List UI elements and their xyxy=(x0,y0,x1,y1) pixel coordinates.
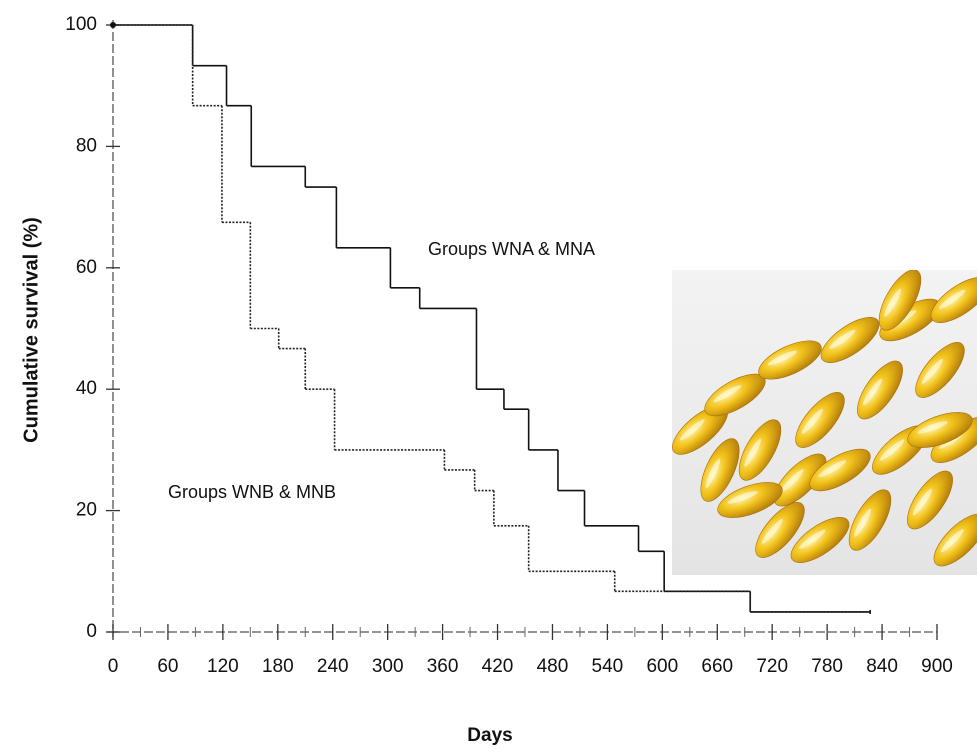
capsule-shine xyxy=(780,469,804,493)
capsule-shine xyxy=(727,491,758,504)
x-tick-label: 540 xyxy=(592,656,624,677)
capsule-shine xyxy=(798,529,826,549)
capsule xyxy=(758,340,822,380)
series-label: Groups WNB & MNB xyxy=(168,482,336,502)
capsule xyxy=(907,412,973,448)
capsule-shine xyxy=(679,419,705,441)
y-tick-label: 80 xyxy=(76,135,97,156)
x-tick-label: 480 xyxy=(537,656,569,677)
x-tick-label: 780 xyxy=(811,656,843,677)
capsule xyxy=(930,277,977,323)
capsule-shine xyxy=(879,439,905,461)
capsule xyxy=(915,342,965,398)
capsule xyxy=(755,502,805,558)
capsule-shine xyxy=(940,529,964,553)
x-tick-label: 900 xyxy=(921,656,953,677)
capsule xyxy=(700,438,740,502)
x-tick-label: 240 xyxy=(317,656,349,677)
start-point xyxy=(110,22,116,28)
x-tick-label: 660 xyxy=(701,656,733,677)
capsule-shine xyxy=(767,350,798,366)
capsule-shine xyxy=(705,458,721,488)
capsule xyxy=(795,392,845,448)
y-tick-label: 20 xyxy=(76,500,97,521)
capsule-shine xyxy=(828,329,856,349)
capsule-photo xyxy=(672,270,977,575)
capsule-shine xyxy=(854,508,872,537)
x-tick-label: 0 xyxy=(108,656,119,677)
x-tick-label: 840 xyxy=(866,656,898,677)
capsule xyxy=(878,270,922,331)
x-tick-label: 60 xyxy=(157,656,178,677)
x-axis-label: Days xyxy=(467,725,512,746)
y-tick-label: 0 xyxy=(86,621,97,642)
y-axis-label: Cumulative survival (%) xyxy=(20,217,42,443)
capsule xyxy=(809,448,871,492)
capsule xyxy=(790,517,850,563)
capsule-shine xyxy=(801,408,823,434)
capsule-shine xyxy=(917,421,948,434)
capsule xyxy=(848,489,892,551)
y-tick-label: 40 xyxy=(76,378,97,399)
capsule-shine xyxy=(912,488,932,516)
capsule-shine xyxy=(862,378,882,406)
capsule-shine xyxy=(761,518,783,544)
capsule-shine xyxy=(884,288,902,317)
x-tick-label: 180 xyxy=(262,656,294,677)
x-tick-label: 120 xyxy=(207,656,239,677)
x-tick-label: 420 xyxy=(482,656,514,677)
x-tick-label: 600 xyxy=(646,656,678,677)
capsule xyxy=(857,360,903,420)
capsule xyxy=(933,513,977,567)
capsule xyxy=(820,317,880,363)
x-tick-label: 360 xyxy=(427,656,459,677)
capsule-shine xyxy=(921,358,943,384)
capsule-shine xyxy=(818,460,847,478)
capsule xyxy=(738,419,782,481)
x-tick-label: 300 xyxy=(372,656,404,677)
capsule xyxy=(907,470,953,530)
capsule-shine xyxy=(713,385,742,403)
capsule xyxy=(717,482,783,518)
capsule xyxy=(773,453,827,507)
capsule-shine xyxy=(938,289,966,309)
capsule-shine xyxy=(744,438,762,467)
y-tick-label: 100 xyxy=(65,14,97,35)
y-tick-label: 60 xyxy=(76,257,97,278)
series-label: Groups WNA & MNA xyxy=(428,239,595,259)
x-tick-label: 720 xyxy=(756,656,788,677)
